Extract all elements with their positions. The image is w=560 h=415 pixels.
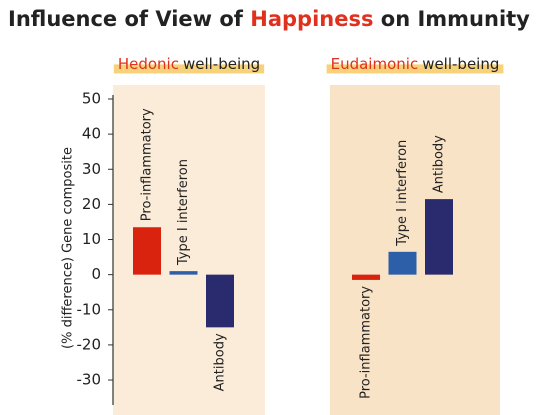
- group-label-highlight: [326, 64, 504, 74]
- bar: [352, 274, 380, 280]
- y-tick-label: -10: [77, 300, 102, 318]
- group-label-part: well-being: [422, 55, 499, 73]
- group-panel: [330, 85, 500, 415]
- chart-title: Influence of View of Happiness on Immuni…: [8, 7, 530, 31]
- bar-label: Antibody: [432, 135, 447, 193]
- bar-label: Antibody: [213, 333, 228, 391]
- y-tick-label: 30: [82, 160, 101, 178]
- group-label-part: Hedonic: [118, 55, 179, 73]
- bar-label: Type I interferon: [176, 159, 191, 266]
- bar: [169, 271, 198, 275]
- group-label-part: Eudaimonic: [331, 55, 419, 73]
- bar: [206, 274, 234, 328]
- group-label: Eudaimonic well-being: [331, 55, 500, 73]
- group-label-highlight: [113, 64, 265, 74]
- y-tick-label: 10: [82, 230, 101, 248]
- title-part: on Immunity: [373, 7, 530, 31]
- y-tick-label: -30: [77, 371, 102, 389]
- bar: [388, 251, 417, 275]
- y-tick-label: -20: [77, 335, 102, 353]
- bar-label: Pro-inflammatory: [359, 286, 374, 399]
- y-axis-title: (% difference) Gene composite: [61, 147, 76, 349]
- y-tick-label: 0: [91, 265, 101, 283]
- bar-label: Pro-inflammatory: [140, 108, 155, 221]
- y-tick-label: 50: [82, 90, 101, 108]
- group-label-part: well-being: [183, 55, 260, 73]
- bar: [133, 227, 161, 275]
- y-tick-label: 20: [82, 195, 101, 213]
- bar: [425, 199, 453, 275]
- bar-label: Type I interferon: [395, 140, 410, 247]
- y-tick-label: 40: [82, 125, 101, 143]
- title-highlight: Happiness: [250, 7, 373, 31]
- title-part: Influence of View of: [8, 7, 250, 31]
- group-label: Hedonic well-being: [118, 55, 260, 73]
